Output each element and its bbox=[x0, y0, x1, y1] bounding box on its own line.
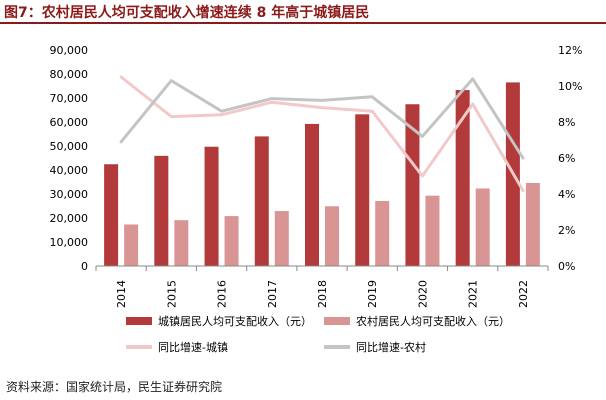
right-tick-label: 12% bbox=[558, 44, 582, 57]
bar-series bbox=[104, 82, 540, 267]
x-tick-label: 2020 bbox=[416, 280, 429, 308]
legend: 城镇居民人均可支配收入（元） 农村居民人均可支配收入（元） 同比增速-城镇 同比增速-… bbox=[126, 314, 510, 354]
legend-label: 农村居民人均可支配收入（元） bbox=[356, 314, 510, 328]
left-tick-label: 30,000 bbox=[50, 188, 89, 201]
left-tick-label: 0 bbox=[81, 260, 88, 273]
right-tick-label: 4% bbox=[558, 188, 575, 201]
rural-income-bar bbox=[124, 224, 139, 266]
right-tick-label: 2% bbox=[558, 224, 575, 237]
rural-income-bar bbox=[274, 211, 289, 266]
urban-income-bar bbox=[104, 164, 119, 266]
x-tick-label: 2018 bbox=[316, 280, 329, 308]
x-tick-label: 2017 bbox=[266, 280, 279, 308]
source-note: 资料来源：国家统计局，民生证券研究院 bbox=[6, 380, 223, 394]
x-tick-label: 2019 bbox=[366, 280, 379, 308]
right-axis: 0% 2% 4% 6% 8% 10% 12% bbox=[558, 44, 582, 273]
x-tick-label: 2015 bbox=[165, 280, 178, 308]
x-tick-label: 2016 bbox=[216, 280, 229, 308]
line-series bbox=[119, 75, 525, 192]
legend-label: 同比增速-农村 bbox=[356, 340, 426, 354]
left-tick-label: 60,000 bbox=[50, 116, 89, 129]
left-tick-label: 10,000 bbox=[50, 236, 89, 249]
rural-income-bar bbox=[475, 188, 490, 266]
x-tick-label: 2014 bbox=[115, 280, 128, 308]
urban-income-bar bbox=[405, 104, 420, 267]
right-tick-label: 8% bbox=[558, 116, 575, 129]
legend-swatch bbox=[126, 317, 152, 325]
legend-label: 城镇居民人均可支配收入（元） bbox=[158, 314, 312, 328]
urban-income-bar bbox=[204, 146, 219, 266]
urban-income-bar bbox=[455, 90, 470, 266]
left-tick-label: 90,000 bbox=[50, 44, 89, 57]
x-tick-label: 2021 bbox=[467, 280, 480, 308]
urban-growth-line bbox=[119, 75, 525, 192]
left-tick-label: 40,000 bbox=[50, 164, 89, 177]
urban-income-bar bbox=[305, 123, 319, 266]
x-tick-label: 2022 bbox=[517, 280, 530, 308]
right-tick-label: 6% bbox=[558, 152, 575, 165]
urban-income-bar bbox=[254, 136, 269, 266]
urban-income-bar bbox=[355, 114, 370, 266]
rural-income-bar bbox=[174, 220, 189, 266]
rural-income-bar bbox=[425, 195, 440, 266]
x-axis: 2014 2015 2016 2017 2018 2019 2020 2021 2022 bbox=[95, 265, 549, 308]
legend-swatch bbox=[324, 317, 350, 325]
left-axis: 0 10,000 20,000 30,000 40,000 50,000 60,000 70,… bbox=[50, 44, 89, 273]
rural-income-bar bbox=[525, 182, 540, 266]
right-tick-label: 10% bbox=[558, 80, 582, 93]
legend-label: 同比增速-城镇 bbox=[158, 340, 228, 354]
chart-title: 图7：农村居民人均可支配收入增速连续 8 年高于城镇居民 bbox=[4, 5, 370, 21]
rural-growth-line bbox=[119, 77, 525, 160]
left-tick-label: 20,000 bbox=[50, 212, 89, 225]
rural-income-bar bbox=[375, 200, 390, 266]
left-tick-label: 50,000 bbox=[50, 140, 89, 153]
left-tick-label: 80,000 bbox=[50, 68, 89, 81]
rural-income-bar bbox=[325, 206, 339, 266]
left-tick-label: 70,000 bbox=[50, 92, 89, 105]
title-divider bbox=[0, 22, 606, 24]
rural-income-bar bbox=[224, 216, 239, 266]
urban-income-bar bbox=[154, 155, 169, 266]
right-tick-label: 0% bbox=[558, 260, 575, 273]
